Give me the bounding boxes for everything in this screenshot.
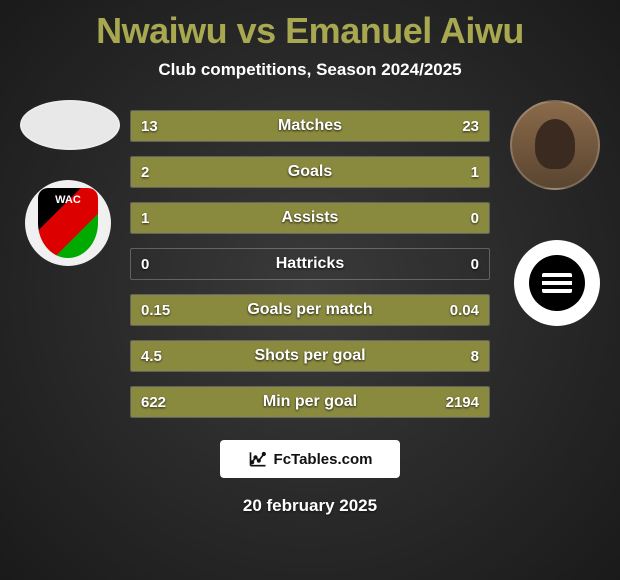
stat-fill-right xyxy=(260,341,489,371)
stat-row: 0 0Hattricks xyxy=(130,248,490,280)
stat-fill-right xyxy=(260,111,489,141)
stat-row: 6222194Min per goal xyxy=(130,386,490,418)
stat-value-left: 622 xyxy=(141,394,166,411)
stat-value-right: 8 xyxy=(471,348,479,365)
stat-fill-left xyxy=(131,295,413,325)
stat-row: 10Assists xyxy=(130,202,490,234)
club-left-badge-label: WAC xyxy=(38,188,98,258)
brand-label: FcTables.com xyxy=(274,451,373,468)
page-title: Nwaiwu vs Emanuel Aiwu xyxy=(0,0,620,52)
stat-value-left: 1 xyxy=(141,210,149,227)
stat-value-right: 1 xyxy=(471,164,479,181)
stat-value-right: 0.04 xyxy=(450,302,479,319)
stat-row: 4.58Shots per goal xyxy=(130,340,490,372)
stat-value-right: 0 xyxy=(471,210,479,227)
stat-row: 1323Matches xyxy=(130,110,490,142)
player-left-avatar xyxy=(20,100,120,150)
chart-icon xyxy=(248,449,268,469)
player-right-avatar xyxy=(510,100,600,190)
club-right-badge xyxy=(514,240,600,326)
page-subtitle: Club competitions, Season 2024/2025 xyxy=(0,60,620,80)
brand-badge: FcTables.com xyxy=(220,440,400,478)
stat-value-left: 0 xyxy=(141,256,149,273)
stat-value-right: 0 xyxy=(471,256,479,273)
stat-row: 21Goals xyxy=(130,156,490,188)
club-right-badge-stripes xyxy=(542,273,572,293)
stat-value-left: 2 xyxy=(141,164,149,181)
stat-value-left: 0.15 xyxy=(141,302,170,319)
comparison-panel: WAC 1323Matches21Goals10Assists00Hattric… xyxy=(0,110,620,418)
stat-fill-left xyxy=(131,157,370,187)
stat-value-right: 2194 xyxy=(446,394,479,411)
stats-bars: 1323Matches21Goals10Assists00Hattricks0.… xyxy=(130,110,490,418)
stat-row: 0.150.04Goals per match xyxy=(130,294,490,326)
stat-label: Hattricks xyxy=(131,255,489,273)
stat-fill-left xyxy=(131,203,489,233)
stat-value-right: 23 xyxy=(462,118,479,135)
stat-value-left: 4.5 xyxy=(141,348,162,365)
stat-value-left: 13 xyxy=(141,118,158,135)
date-label: 20 february 2025 xyxy=(0,496,620,516)
club-left-badge: WAC xyxy=(25,180,111,266)
